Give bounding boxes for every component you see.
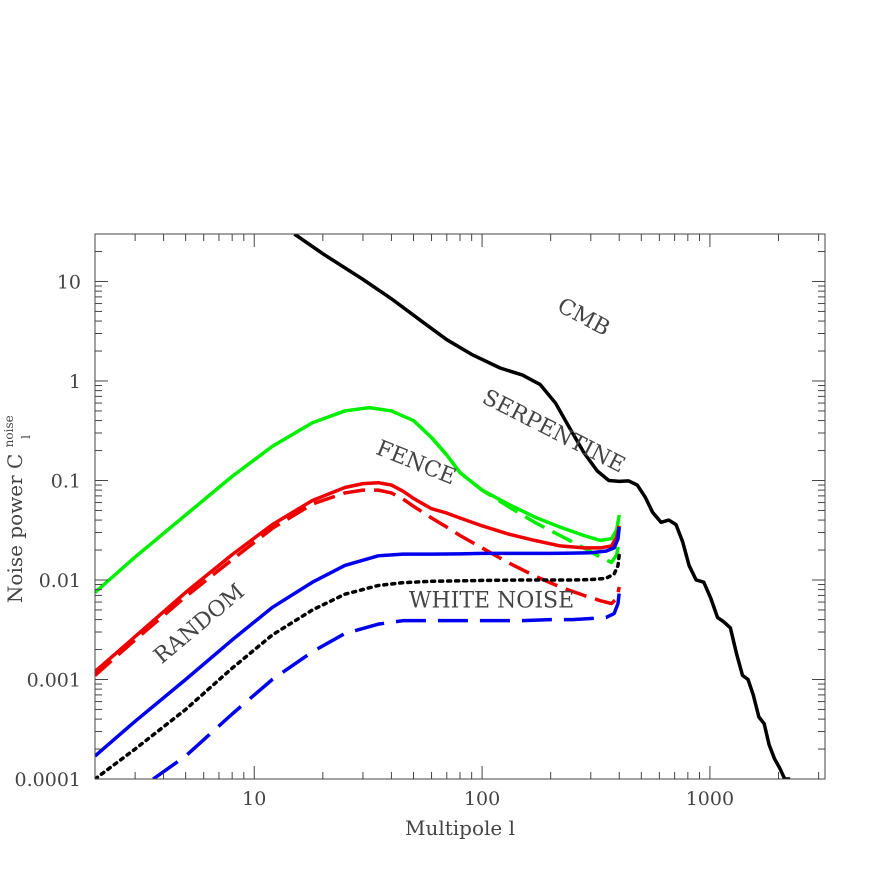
series-layer — [95, 234, 791, 779]
series-line-6 — [95, 552, 621, 779]
x-axis-title: Multipole l — [405, 816, 515, 840]
series-line-5 — [95, 526, 621, 758]
y-axis-title-sup: noise — [2, 415, 16, 447]
annotation-label: CMB — [553, 293, 614, 341]
annotation-label: RANDOM — [149, 579, 249, 669]
y-tick-label: 0.0001 — [15, 769, 81, 791]
series-line-3 — [95, 480, 621, 673]
y-tick-label: 10 — [57, 271, 81, 293]
plot-frame — [94, 233, 826, 780]
annotation-label: FENCE — [373, 436, 460, 490]
x-tick-label: 1000 — [686, 788, 734, 810]
y-tick-label: 1 — [69, 371, 81, 393]
series-line-7 — [152, 592, 621, 779]
y-axis-title-main: Noise power C — [3, 454, 27, 603]
series-line-4 — [95, 488, 621, 677]
svg-text:Noise power C noise: Noise power C noise l — [0, 409, 33, 603]
annotation-label: WHITE NOISE — [409, 588, 574, 613]
x-tick-label: 100 — [464, 788, 500, 810]
y-tick-label: 0.001 — [27, 669, 81, 691]
series-line-0 — [293, 234, 791, 779]
y-tick-label: 0.01 — [39, 570, 81, 592]
y-axis-title: Noise power C noise l — [0, 409, 33, 603]
series-line-2 — [430, 436, 621, 565]
axes-layer: 10 100 1000 0.0001 0.001 0.01 0.1 1 10 — [15, 233, 826, 810]
y-axis-title-sub: l — [19, 435, 33, 439]
y-tick-label: 0.1 — [51, 470, 81, 492]
x-tick-label: 10 — [242, 788, 266, 810]
